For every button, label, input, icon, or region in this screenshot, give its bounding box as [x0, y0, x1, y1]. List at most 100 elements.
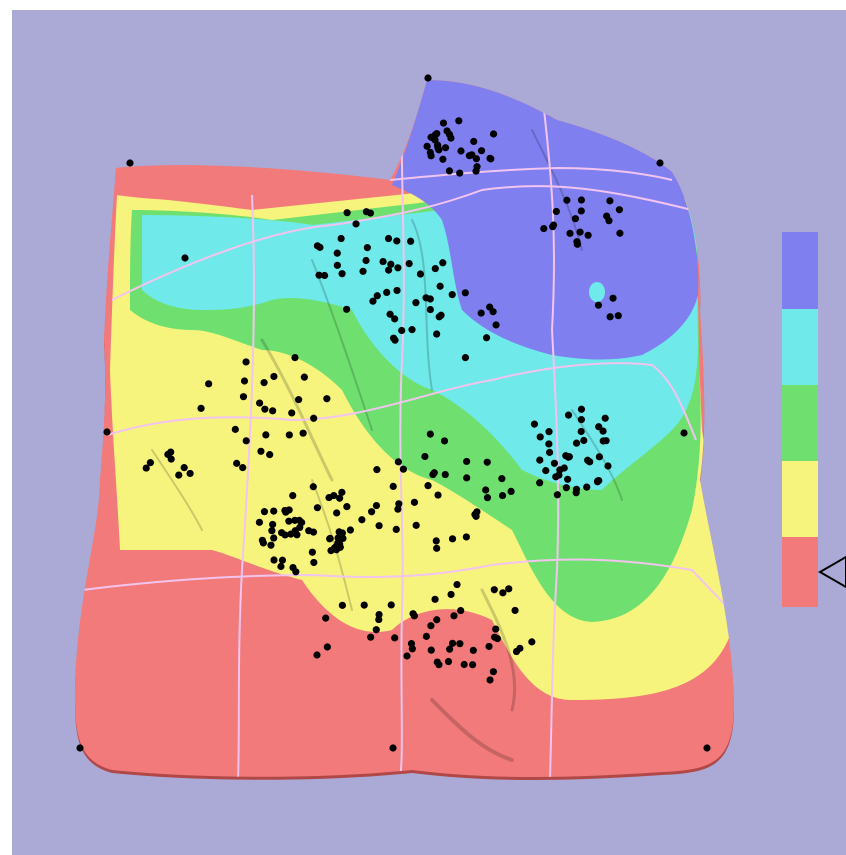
data-point — [434, 491, 441, 498]
data-point — [470, 138, 477, 145]
legend-band-cyan[interactable] — [782, 309, 818, 385]
data-point — [343, 306, 350, 313]
data-point — [473, 155, 480, 162]
legend-band-blue[interactable] — [782, 232, 818, 309]
data-point — [395, 458, 402, 465]
data-point — [343, 503, 350, 510]
data-point — [463, 533, 470, 540]
data-point — [616, 230, 623, 237]
data-point — [310, 529, 317, 536]
data-point — [461, 661, 468, 668]
data-point — [554, 491, 561, 498]
data-point — [428, 647, 435, 654]
data-point — [269, 407, 276, 414]
legend-band-yellow[interactable] — [782, 461, 818, 537]
data-point — [387, 261, 394, 268]
data-point — [457, 147, 464, 154]
data-point — [333, 509, 340, 516]
data-point — [491, 586, 498, 593]
data-point — [564, 476, 571, 483]
data-point — [423, 633, 430, 640]
data-point — [528, 638, 535, 645]
data-point — [314, 504, 321, 511]
data-point — [456, 170, 463, 177]
data-point — [375, 522, 382, 529]
data-point — [406, 260, 413, 267]
legend-band-red[interactable] — [782, 537, 818, 607]
data-point — [373, 626, 380, 633]
data-point — [576, 229, 583, 236]
data-point — [498, 475, 505, 482]
data-point — [322, 615, 329, 622]
data-point — [603, 437, 610, 444]
data-point — [470, 647, 477, 654]
data-point — [334, 250, 341, 257]
data-point — [390, 335, 397, 342]
data-point — [446, 646, 453, 653]
data-point — [433, 545, 440, 552]
data-point — [432, 265, 439, 272]
data-point — [375, 616, 382, 623]
data-point — [197, 405, 204, 412]
data-point — [260, 379, 267, 386]
data-point — [281, 531, 288, 538]
data-point — [335, 534, 342, 541]
data-point — [385, 235, 392, 242]
data-point — [490, 130, 497, 137]
data-point — [364, 244, 371, 251]
data-point — [616, 206, 623, 213]
data-point — [508, 488, 515, 495]
data-point — [492, 625, 499, 632]
data-point — [424, 482, 431, 489]
data-point — [361, 601, 368, 608]
data-point — [446, 167, 453, 174]
data-point — [473, 163, 480, 170]
data-point — [76, 744, 83, 751]
data-point — [483, 334, 490, 341]
data-point — [572, 215, 579, 222]
data-point — [578, 207, 585, 214]
data-point — [440, 120, 447, 127]
data-point — [462, 354, 469, 361]
surface-scene[interactable] — [12, 10, 846, 855]
data-point — [573, 440, 580, 447]
plot-viewport[interactable] — [12, 10, 846, 855]
data-point — [433, 130, 440, 137]
data-point — [103, 428, 110, 435]
data-point — [270, 534, 277, 541]
data-point — [327, 535, 334, 542]
data-point — [609, 295, 616, 302]
data-point — [596, 453, 603, 460]
data-point — [239, 464, 246, 471]
data-point — [578, 406, 585, 413]
data-point — [562, 452, 569, 459]
data-point — [485, 643, 492, 650]
data-point — [413, 522, 420, 529]
data-point — [456, 640, 463, 647]
data-point — [242, 358, 249, 365]
data-point — [442, 471, 449, 478]
legend-band-green[interactable] — [782, 385, 818, 461]
data-point — [243, 437, 250, 444]
data-point — [187, 470, 194, 477]
data-point — [431, 136, 438, 143]
data-point — [486, 676, 493, 683]
data-point — [257, 448, 264, 455]
data-point — [181, 464, 188, 471]
data-point — [563, 484, 570, 491]
data-point — [143, 464, 150, 471]
data-point — [680, 429, 687, 436]
data-point — [531, 421, 538, 428]
data-point — [240, 393, 247, 400]
data-point — [270, 556, 277, 563]
data-point — [427, 430, 434, 437]
data-point — [536, 457, 543, 464]
data-point — [545, 428, 552, 435]
data-point — [586, 458, 593, 465]
data-point — [516, 645, 523, 652]
data-point — [411, 612, 418, 619]
data-point — [492, 321, 499, 328]
data-point — [310, 559, 317, 566]
data-point — [336, 495, 343, 502]
data-point — [267, 542, 274, 549]
